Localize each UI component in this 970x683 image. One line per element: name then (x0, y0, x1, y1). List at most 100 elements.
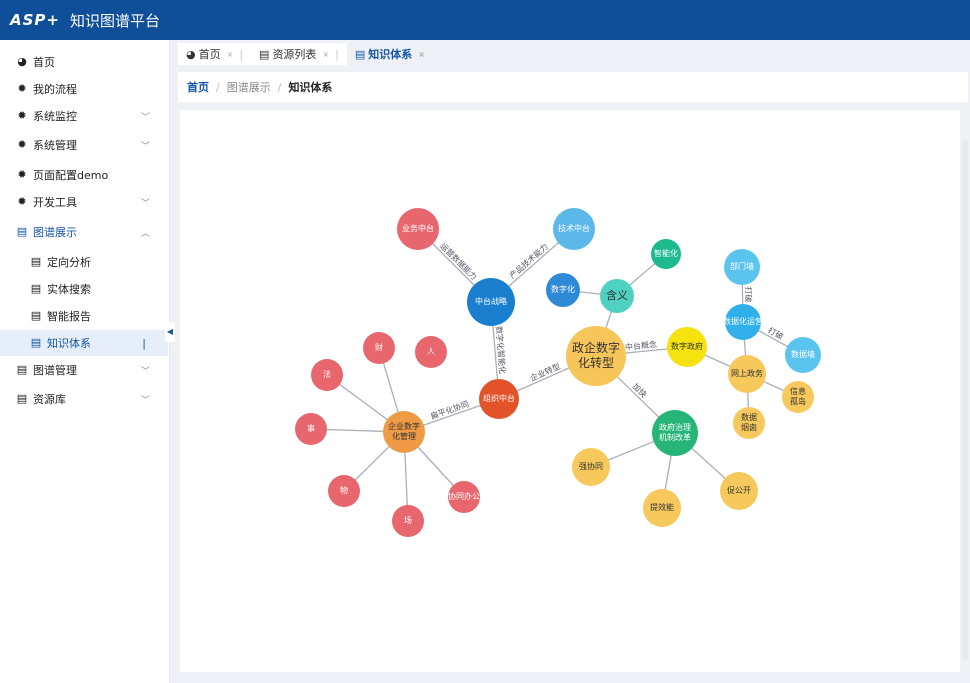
graph-node[interactable]: 信息孤岛 (779, 381, 817, 413)
dashboard-icon: ◕ (186, 47, 196, 61)
node-circle[interactable] (397, 208, 439, 250)
node-circle[interactable] (724, 249, 760, 285)
node-label: 网上政务 (731, 369, 763, 378)
breadcrumb-graph-display[interactable]: 图谱展示 (226, 81, 271, 94)
graph-node[interactable]: 物 (325, 475, 363, 507)
sidebar-item-11[interactable]: ▤ 图谱管理 ﹀ (0, 357, 168, 383)
sidebar-item-6[interactable]: ▤ 图谱展示 ︿ (0, 219, 168, 245)
graph-node[interactable]: 网上政务 (725, 355, 769, 393)
node-circle[interactable] (600, 279, 634, 313)
graph-node[interactable]: 政企数字化转型 (563, 326, 629, 386)
edge-label: 数字化智能化 (494, 326, 508, 375)
close-icon[interactable]: × (418, 49, 425, 59)
sidebar-item-label: 开发工具 (33, 196, 77, 209)
knowledge-graph[interactable]: 运营数据能力 产品技术能力数字化智能化扁平化协同企业转型中台概念加快打破打破业务中… (180, 110, 960, 672)
graph-node[interactable]: 数字政府 (664, 327, 710, 367)
node-label: 数据化运营 (723, 317, 763, 326)
sidebar-item-9[interactable]: ▤ 智能报告 (0, 303, 168, 329)
graph-node[interactable]: 数据化运营 (722, 304, 764, 340)
node-circle[interactable] (328, 475, 360, 507)
sidebar-item-10[interactable]: ▤ 知识体系 | (0, 330, 168, 356)
sidebar-item-0[interactable]: ◕ 首页 (0, 49, 168, 75)
node-circle[interactable] (725, 304, 761, 340)
node-circle[interactable] (363, 332, 395, 364)
tab-1[interactable]: ▤ 资源列表 × | (251, 43, 347, 65)
node-label: 含义 (606, 289, 628, 303)
node-circle[interactable] (785, 337, 821, 373)
node-circle[interactable] (782, 381, 814, 413)
tab-2[interactable]: ▤ 知识体系 × (346, 43, 433, 65)
node-circle[interactable] (448, 481, 480, 513)
sidebar-item-3[interactable]: ✹ 系统管理 ﹀ (0, 132, 168, 158)
node-circle[interactable] (311, 359, 343, 391)
node-circle[interactable] (652, 410, 698, 456)
node-circle[interactable] (667, 327, 707, 367)
node-label: 数字政府 (671, 342, 703, 351)
graph-node[interactable]: 强协同 (569, 448, 613, 486)
node-circle[interactable] (479, 379, 519, 419)
graph-node[interactable]: 法 (308, 359, 346, 391)
graph-node[interactable]: 中台战略 (464, 278, 518, 326)
node-circle[interactable] (643, 489, 681, 527)
graph-node[interactable]: 组织中台 (476, 379, 522, 419)
document-icon: ▤ (30, 282, 42, 295)
graph-node[interactable]: 含义 (597, 279, 637, 313)
node-circle[interactable] (720, 472, 758, 510)
graph-node[interactable]: 部门墙 (721, 249, 763, 285)
sidebar: ◕ 首页 ✹ 我的流程 ✹ 系统监控 ﹀ ✹ 系统管理 ﹀ ✹ 页面配置demo ✹ 开发工具 ﹀ ▤ 图谱展示… (0, 40, 170, 683)
node-circle[interactable] (553, 208, 595, 250)
node-circle[interactable] (728, 355, 766, 393)
sidebar-item-label: 资源库 (33, 393, 66, 406)
graph-node[interactable]: 促公开 (717, 472, 761, 510)
graph-node[interactable]: 企业数字化管理 (380, 411, 428, 453)
node-label: 信息孤岛 (790, 387, 806, 406)
graph-node[interactable]: 数字化 (543, 273, 583, 307)
graph-node[interactable]: 智能化 (648, 239, 684, 269)
sidebar-item-label: 图谱管理 (33, 364, 77, 377)
close-icon[interactable]: × (322, 49, 330, 59)
sidebar-item-8[interactable]: ▤ 实体搜索 (0, 276, 168, 302)
sidebar-item-4[interactable]: ✹ 页面配置demo (0, 162, 168, 188)
graph-node[interactable]: 财 (360, 332, 398, 364)
graph-node[interactable]: 政府治理机制改革 (649, 410, 701, 456)
node-circle[interactable] (392, 505, 424, 537)
edge-label: 加快 (630, 381, 648, 399)
sidebar-item-label: 我的流程 (33, 83, 77, 96)
node-label: 中台战略 (475, 297, 507, 306)
graph-node[interactable]: 数据墙 (782, 337, 824, 373)
graph-node[interactable]: 提效能 (640, 489, 684, 527)
sidebar-item-7[interactable]: ▤ 定向分析 (0, 249, 168, 275)
sidebar-item-5[interactable]: ✹ 开发工具 ﹀ (0, 189, 168, 215)
node-circle[interactable] (415, 336, 447, 368)
node-circle[interactable] (566, 326, 626, 386)
scrollbar[interactable] (962, 140, 968, 660)
node-circle[interactable] (651, 239, 681, 269)
node-label: 物 (340, 486, 348, 495)
breadcrumb-home[interactable]: 首页 (187, 81, 209, 94)
sidebar-item-1[interactable]: ✹ 我的流程 (0, 76, 168, 102)
app-header: ASP+ 知识图谱平台 (0, 0, 970, 40)
graph-node[interactable]: 场 (389, 505, 427, 537)
node-circle[interactable] (467, 278, 515, 326)
graph-node[interactable]: 业务中台 (394, 208, 442, 250)
node-circle[interactable] (383, 411, 425, 453)
graph-node[interactable]: 技术中台 (550, 208, 598, 250)
sidebar-item-12[interactable]: ▤ 资源库 ﹀ (0, 386, 168, 412)
tab-0[interactable]: ◕ 首页 × | (178, 43, 252, 65)
graph-node[interactable]: 事 (292, 413, 330, 445)
sidebar-item-2[interactable]: ✹ 系统监控 ﹀ (0, 103, 168, 129)
close-icon[interactable]: × (226, 49, 234, 59)
graph-node[interactable]: 人 (412, 336, 450, 368)
node-circle[interactable] (546, 273, 580, 307)
gear-icon: ✹ (17, 168, 27, 181)
chevron-down-icon: ﹀ (140, 366, 150, 377)
sidebar-item-label: 实体搜索 (47, 283, 91, 296)
node-circle[interactable] (733, 407, 765, 439)
node-circle[interactable] (295, 413, 327, 445)
graph-node[interactable]: 协同办公 (445, 481, 483, 513)
graph-node[interactable]: 数据烟囱 (730, 407, 768, 439)
collapse-sidebar-button[interactable]: ◀ (165, 322, 175, 342)
chevron-down-icon: ﹀ (140, 395, 150, 406)
node-circle[interactable] (572, 448, 610, 486)
tab-label: 知识体系 (368, 48, 413, 61)
